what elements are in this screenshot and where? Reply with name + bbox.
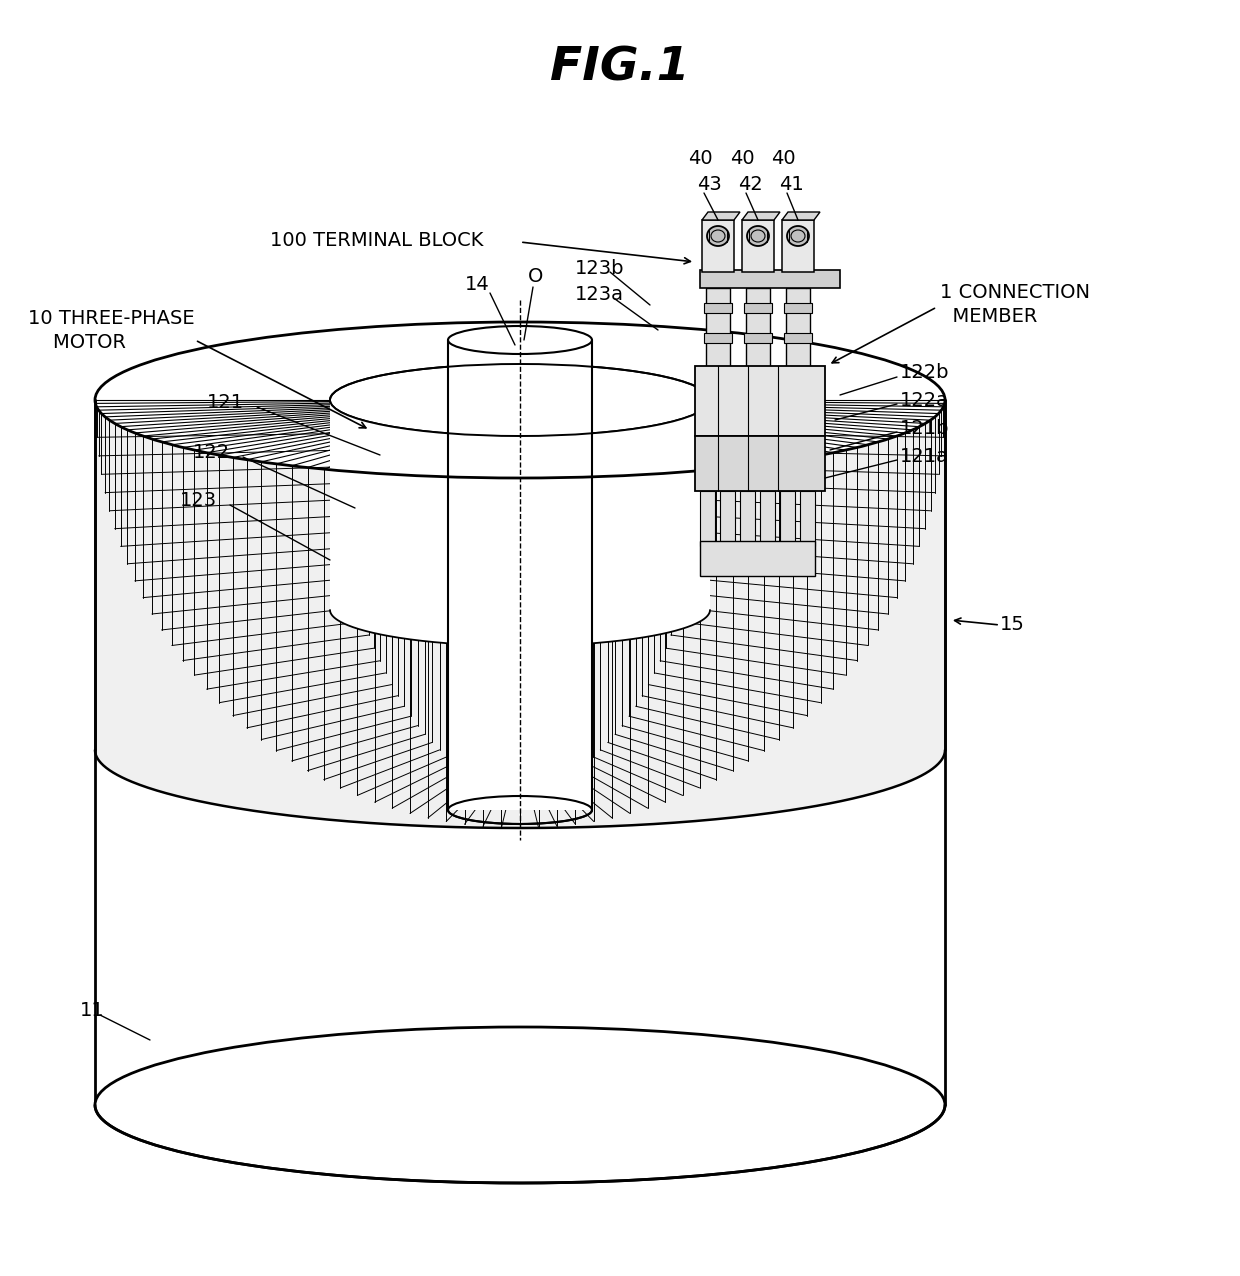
Bar bbox=[740, 491, 755, 546]
Text: 121a: 121a bbox=[900, 447, 949, 466]
Text: 123b: 123b bbox=[575, 259, 625, 277]
Bar bbox=[701, 541, 815, 575]
Polygon shape bbox=[330, 399, 711, 646]
Ellipse shape bbox=[707, 226, 729, 246]
Bar bbox=[760, 491, 775, 546]
Text: 11: 11 bbox=[81, 1000, 104, 1020]
Text: 42: 42 bbox=[738, 176, 763, 194]
Text: O: O bbox=[528, 268, 543, 287]
Bar bbox=[694, 436, 825, 491]
Bar bbox=[702, 219, 734, 272]
Bar bbox=[744, 302, 773, 313]
Bar bbox=[784, 302, 812, 313]
Text: 14: 14 bbox=[465, 276, 490, 295]
Bar bbox=[701, 271, 839, 288]
Bar bbox=[694, 366, 825, 436]
Bar bbox=[720, 491, 735, 546]
Text: 43: 43 bbox=[697, 176, 722, 194]
Bar bbox=[744, 333, 773, 343]
Polygon shape bbox=[782, 212, 820, 219]
Text: 123a: 123a bbox=[575, 286, 624, 305]
Bar bbox=[780, 491, 795, 546]
Text: MEMBER: MEMBER bbox=[940, 308, 1038, 327]
Bar bbox=[701, 491, 715, 546]
Ellipse shape bbox=[448, 325, 591, 353]
Text: MOTOR: MOTOR bbox=[29, 333, 126, 352]
Text: FIG.1: FIG.1 bbox=[551, 46, 689, 91]
Text: 40: 40 bbox=[729, 148, 754, 167]
Polygon shape bbox=[95, 399, 945, 1105]
Text: 40: 40 bbox=[771, 148, 795, 167]
Text: 40: 40 bbox=[688, 148, 712, 167]
Text: 122b: 122b bbox=[900, 364, 950, 383]
Bar bbox=[706, 288, 730, 367]
Text: 121: 121 bbox=[207, 393, 244, 411]
Bar bbox=[746, 288, 770, 367]
Polygon shape bbox=[448, 339, 591, 810]
Bar bbox=[800, 491, 815, 546]
Polygon shape bbox=[742, 212, 780, 219]
Text: 123: 123 bbox=[180, 490, 217, 509]
Text: 122: 122 bbox=[193, 443, 231, 462]
Text: 1 CONNECTION: 1 CONNECTION bbox=[940, 282, 1090, 301]
Ellipse shape bbox=[330, 364, 711, 436]
Bar bbox=[786, 288, 810, 367]
Ellipse shape bbox=[95, 1027, 945, 1183]
Ellipse shape bbox=[787, 226, 808, 246]
Polygon shape bbox=[95, 399, 945, 828]
Bar bbox=[704, 333, 732, 343]
Bar bbox=[784, 333, 812, 343]
Text: 10 THREE-PHASE: 10 THREE-PHASE bbox=[29, 309, 195, 328]
Polygon shape bbox=[702, 212, 740, 219]
Text: 122a: 122a bbox=[900, 390, 949, 410]
Bar bbox=[742, 219, 774, 272]
Bar bbox=[704, 302, 732, 313]
Ellipse shape bbox=[330, 364, 711, 436]
Text: 41: 41 bbox=[779, 176, 804, 194]
Ellipse shape bbox=[746, 226, 769, 246]
Text: 15: 15 bbox=[999, 615, 1025, 634]
Bar bbox=[782, 219, 813, 272]
Text: 100 TERMINAL BLOCK: 100 TERMINAL BLOCK bbox=[270, 231, 484, 250]
Text: 121b: 121b bbox=[900, 419, 950, 438]
